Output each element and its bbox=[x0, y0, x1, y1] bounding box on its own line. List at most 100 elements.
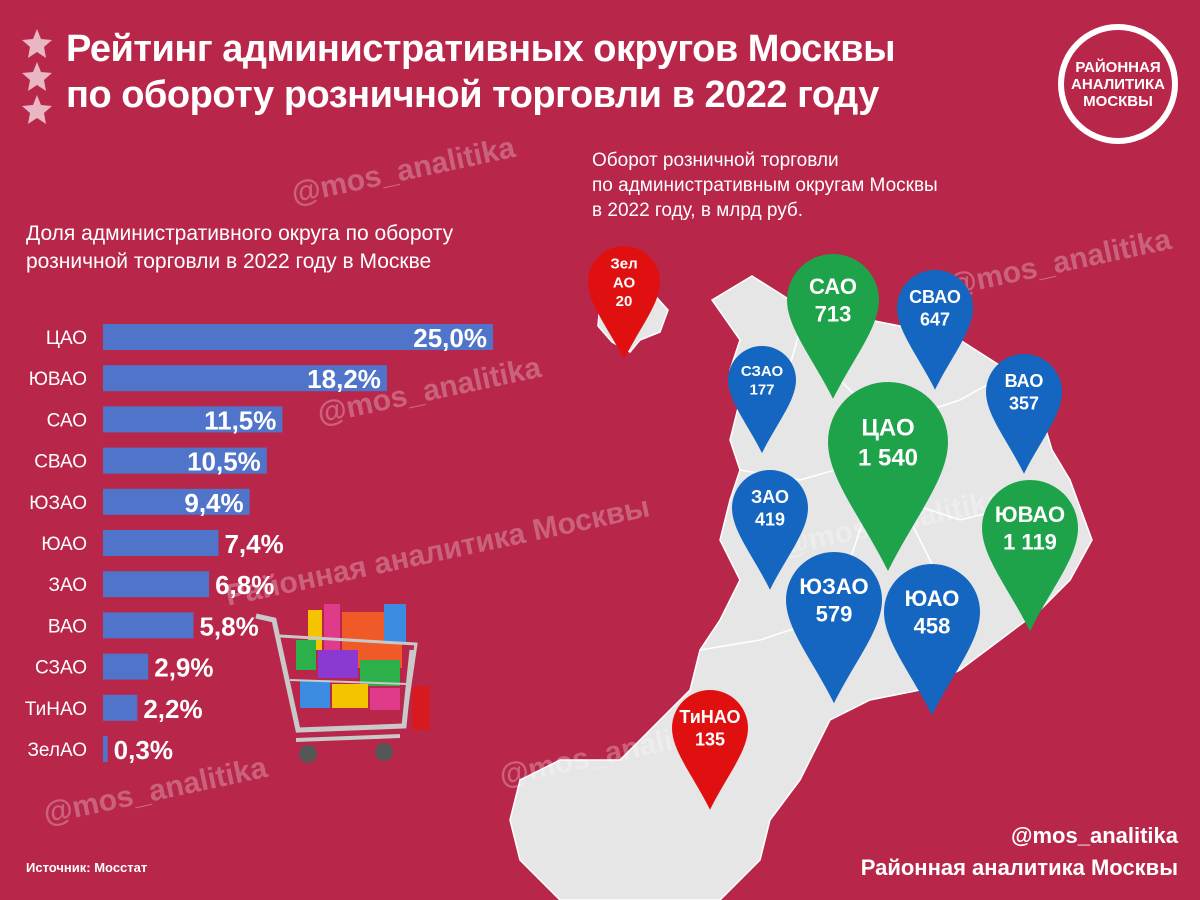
map-pin-value: 458 bbox=[914, 613, 951, 638]
map-pin: ТиНАО 135 bbox=[672, 690, 748, 810]
title-line: Рейтинг административных округов Москвы bbox=[66, 28, 896, 70]
map-pin-marker bbox=[986, 354, 1062, 474]
bar-category-label: СВАО bbox=[34, 452, 87, 473]
map-pin-value: 1 119 bbox=[1003, 529, 1057, 554]
bar-category-label: ЮЗАО bbox=[29, 493, 87, 514]
bar-category-label: ЮВАО bbox=[29, 369, 87, 390]
bar-value-label: 0,3% bbox=[114, 735, 173, 765]
bar-category-label: ВАО bbox=[48, 616, 87, 637]
logo-text: РАЙОННАЯ АНАЛИТИКА МОСКВЫ bbox=[1064, 30, 1172, 138]
title-line: по обороту розничной торговли в 2022 год… bbox=[66, 74, 879, 116]
bar bbox=[103, 406, 283, 433]
bar-category-label: САО bbox=[47, 410, 87, 431]
map-pin-value: 357 bbox=[1009, 394, 1039, 414]
map-pin-marker bbox=[884, 564, 980, 716]
map-pin-name: ЮЗАО bbox=[799, 574, 868, 599]
star-icon bbox=[22, 95, 52, 124]
map-pin: СВАО 647 bbox=[897, 270, 973, 390]
map-pin-name: САО bbox=[809, 274, 857, 299]
bar-category-label: СЗАО bbox=[35, 658, 87, 679]
map-pin-value: 579 bbox=[816, 601, 853, 626]
bar-value-label: 2,9% bbox=[154, 653, 213, 683]
map-subtitle-line: Оборот розничной торговли bbox=[592, 150, 839, 171]
bar-value-label: 9,4% bbox=[184, 488, 243, 518]
bar-value-label: 10,5% bbox=[187, 447, 261, 477]
map-pin: ЦАО 1 540 bbox=[828, 382, 948, 571]
map-pin-value: 177 bbox=[749, 382, 774, 399]
map-pin-name: ЗАО bbox=[751, 487, 789, 507]
map-pin-marker bbox=[588, 246, 660, 360]
map-pin: ЗАО 419 bbox=[732, 470, 808, 590]
map-pin-name: ЮАО bbox=[905, 586, 960, 611]
map-pin-name: СВАО bbox=[909, 287, 961, 307]
bar-value-label: 25,0% bbox=[413, 323, 487, 353]
map-pin-marker bbox=[982, 480, 1078, 632]
map-pin-name: АО bbox=[613, 274, 636, 291]
bar-value-label: 11,5% bbox=[204, 405, 276, 435]
bar bbox=[103, 324, 493, 350]
map-pin-marker bbox=[786, 552, 882, 704]
star-icon bbox=[22, 29, 52, 58]
brand-logo: РАЙОННАЯ АНАЛИТИКА МОСКВЫ bbox=[1058, 24, 1178, 144]
page-title: Рейтинг административных округов Москвы … bbox=[66, 26, 926, 118]
bar-category-label: ЮАО bbox=[41, 534, 87, 555]
map-pin-value: 1 540 bbox=[858, 444, 918, 471]
map-pin: ЗелАО 20 bbox=[588, 246, 660, 360]
footer-brand: @mos_analitika Районная аналитика Москвы bbox=[861, 820, 1178, 884]
bar bbox=[103, 571, 210, 598]
map-pin-marker bbox=[787, 254, 879, 399]
map-pin-value: 647 bbox=[920, 310, 950, 330]
logo-line: АНАЛИТИКА bbox=[1071, 75, 1165, 93]
map-pin: СЗАО 177 bbox=[728, 346, 796, 454]
logo-line: РАЙОННАЯ bbox=[1075, 58, 1161, 76]
bar bbox=[103, 488, 250, 515]
map-pin-name: СЗАО bbox=[741, 363, 784, 380]
map-pin-value: 20 bbox=[616, 293, 633, 310]
map-subtitle-line: по административным округам Москвы bbox=[592, 175, 938, 196]
map-pin-marker bbox=[672, 690, 748, 810]
decorative-stars bbox=[22, 29, 52, 124]
map-pin-marker bbox=[897, 270, 973, 390]
bar bbox=[103, 365, 387, 392]
bar bbox=[103, 447, 267, 474]
map-pin-value: 419 bbox=[755, 510, 785, 530]
bar-value-label: 18,2% bbox=[307, 364, 381, 394]
bar-category-label: ЦАО bbox=[46, 328, 87, 349]
map-pin-marker bbox=[732, 470, 808, 590]
bar bbox=[103, 736, 108, 762]
star-icon bbox=[22, 62, 52, 91]
map-pin-name: ЦАО bbox=[861, 414, 914, 441]
source-note: Источник: Мосстат bbox=[26, 860, 148, 875]
map-pin-name: Зел bbox=[610, 256, 637, 273]
map-pin-name: ТиНАО bbox=[679, 707, 740, 727]
map-pin-marker bbox=[728, 346, 796, 454]
bar bbox=[103, 612, 194, 639]
bar-value-label: 6,8% bbox=[215, 570, 274, 600]
footer-handle: @mos_analitika bbox=[1011, 823, 1178, 848]
bar bbox=[103, 653, 149, 680]
bar bbox=[103, 530, 219, 556]
bar-category-label: ЗелАО bbox=[27, 740, 87, 761]
bar-subtitle-line: Доля административного округа по обороту bbox=[26, 222, 454, 245]
map-pin-marker bbox=[828, 382, 948, 571]
logo-line: МОСКВЫ bbox=[1083, 92, 1153, 110]
map-pin-value: 135 bbox=[695, 730, 725, 750]
map-pin: ВАО 357 bbox=[986, 354, 1062, 474]
bar-value-label: 7,4% bbox=[224, 529, 283, 559]
map-subtitle-line: в 2022 году, в млрд руб. bbox=[592, 200, 804, 221]
map-pin-name: ЮВАО bbox=[995, 502, 1065, 527]
bar-value-label: 5,8% bbox=[199, 611, 258, 641]
bar bbox=[103, 694, 138, 721]
map-subtitle: Оборот розничной торговли по администрат… bbox=[592, 148, 1012, 223]
bar-chart-subtitle: Доля административного округа по обороту… bbox=[26, 220, 566, 276]
bar-value-label: 2,2% bbox=[143, 694, 202, 724]
bar-category-label: ЗАО bbox=[48, 575, 87, 596]
map-pin-name: ВАО bbox=[1005, 371, 1044, 391]
bar-subtitle-line: розничной торговли в 2022 году в Москве bbox=[26, 250, 432, 273]
